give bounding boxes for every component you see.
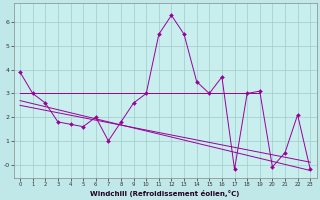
X-axis label: Windchill (Refroidissement éolien,°C): Windchill (Refroidissement éolien,°C) bbox=[91, 190, 240, 197]
